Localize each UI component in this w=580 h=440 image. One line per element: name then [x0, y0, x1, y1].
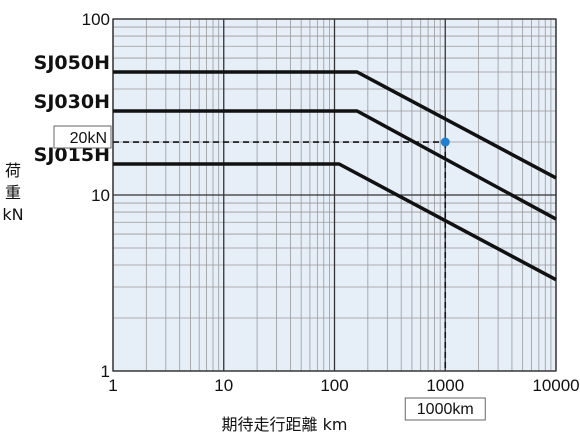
x-callout: 1000km [404, 397, 486, 421]
x-callout-box [404, 397, 486, 421]
y-tick-label: 100 [82, 10, 110, 29]
guide-lines [113, 141, 447, 371]
y-axis-title-line: 重 [5, 183, 21, 202]
data-point-marker [440, 137, 450, 147]
series-label: SJ050H [34, 52, 110, 74]
x-axis-title: 期待走行距離 km [222, 415, 348, 434]
y-tick-label: 10 [91, 186, 110, 205]
y-axis-title-line: kN [2, 205, 23, 224]
series-line [113, 109, 557, 221]
series-label: SJ015H [34, 144, 110, 166]
series-lines [113, 70, 557, 282]
marker-layer [440, 137, 450, 147]
y-tick-label: 1 [101, 362, 110, 381]
y-callout-box [53, 125, 112, 149]
major-gridlines [112, 18, 557, 372]
y-axis-title: 荷 重 kN [2, 161, 23, 224]
series-line [113, 162, 557, 282]
x-tick-labels: 1 10 100 1000 10000 [108, 376, 579, 395]
x-tick-label: 100 [320, 376, 348, 395]
x-callout-label: 1000km [417, 401, 474, 418]
plot-frame [112, 18, 557, 372]
y-callout-label: 20kN [70, 130, 107, 147]
series-label: SJ030H [34, 91, 110, 113]
y-callout: 20kN [53, 125, 112, 149]
x-tick-label: 1000 [426, 376, 464, 395]
x-tick-label: 10000 [532, 376, 579, 395]
series-line [113, 70, 557, 180]
y-tick-labels: 1 10 100 [82, 10, 110, 381]
x-tick-label: 1 [108, 376, 117, 395]
y-axis-title-line: 荷 [5, 161, 21, 180]
series-labels: SJ050H SJ030H SJ015H [34, 52, 110, 166]
x-tick-label: 10 [214, 376, 233, 395]
